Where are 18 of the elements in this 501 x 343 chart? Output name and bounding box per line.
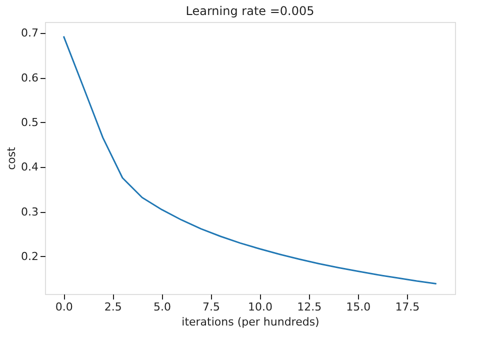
y-tick-label: 0.2 [21, 250, 38, 263]
x-tick-label: 17.5 [395, 300, 420, 314]
x-tick-label: 2.5 [104, 300, 122, 314]
chart-title: Learning rate =0.005 [186, 4, 314, 18]
x-tick-label: 15.0 [346, 300, 371, 314]
y-tick-label: 0.6 [21, 71, 38, 84]
line-series [62, 36, 438, 284]
x-tick-label: 0.0 [55, 300, 73, 314]
x-tick-label: 7.5 [202, 300, 220, 314]
y-tick-label: 0.3 [21, 205, 38, 218]
y-axis-title: cost [5, 146, 18, 170]
x-tick-label: 5.0 [153, 300, 171, 314]
x-axis-title: iterations (per hundreds) [182, 316, 320, 328]
y-tick-label: 0.5 [21, 116, 38, 129]
x-tick-label: 12.5 [297, 300, 322, 314]
y-tick-label: 0.7 [21, 26, 38, 40]
y-tick-label: 0.4 [21, 160, 38, 174]
x-tick-label: 10.0 [248, 300, 273, 314]
